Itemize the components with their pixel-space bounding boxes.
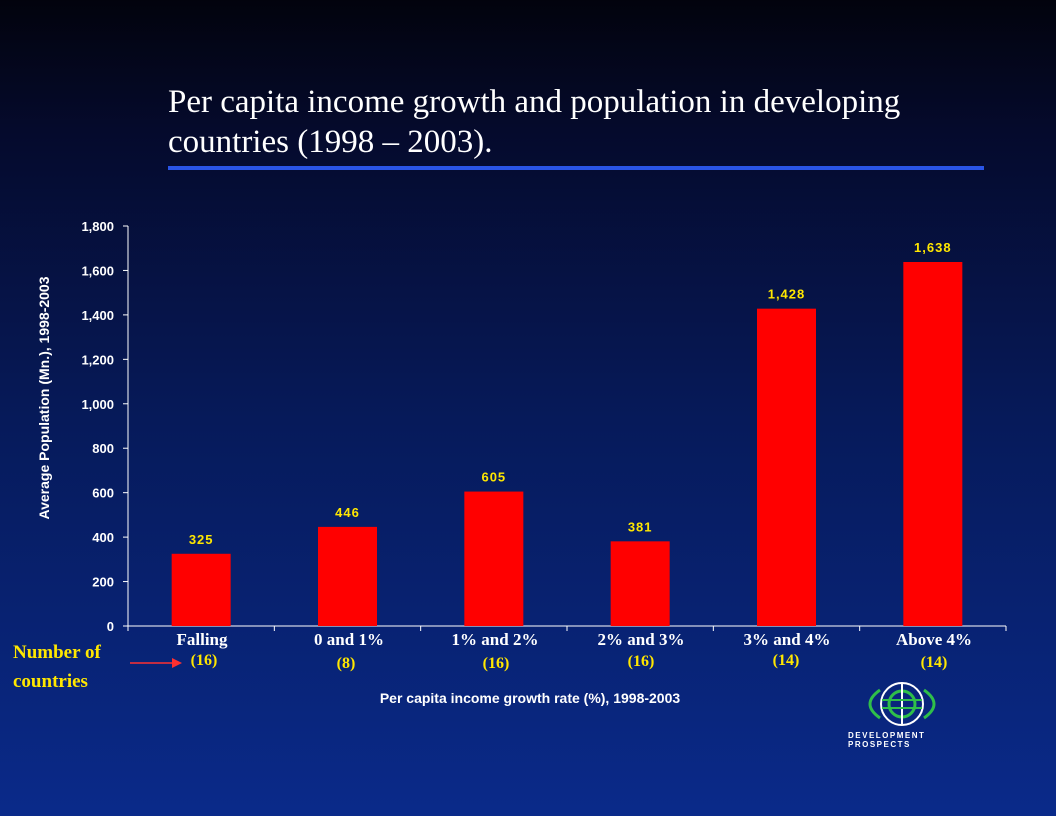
y-axis-label: Average Population (Mn.), 1998-2003 (36, 276, 52, 520)
category-label-1-2: 1% and 2% (451, 630, 539, 649)
bar (757, 308, 816, 626)
number-of-countries-note: Number of countries (13, 642, 101, 692)
category-label-falling: Falling (176, 630, 228, 649)
y-tick-label: 600 (92, 486, 114, 501)
page-title: Per capita income growth and population … (168, 84, 901, 160)
y-tick-label: 200 (92, 575, 114, 590)
country-count-falling: (16) (190, 652, 218, 669)
arrow-right-icon (130, 658, 182, 668)
y-tick-label: 1,600 (81, 263, 114, 278)
y-tick-label: 400 (92, 530, 114, 545)
logo-text: DEVELOPMENT PROSPECTS (848, 731, 926, 749)
bar (464, 491, 524, 626)
x-axis-label: Per capita income growth rate (%), 1998-… (379, 690, 681, 706)
category-label-0-1: 0 and 1% (314, 630, 384, 649)
category-label-above-4: Above 4% (895, 630, 973, 649)
category-label-3-4: 3% and 4% (743, 630, 831, 649)
bar-data-label: 325 (189, 532, 214, 547)
bar-data-label: 446 (335, 505, 360, 520)
y-tick-label: 1,400 (81, 308, 114, 323)
title-underline (168, 166, 984, 170)
country-count-3-4: (14) (772, 652, 800, 669)
y-tick-label: 1,200 (81, 352, 114, 367)
y-tick-label: 0 (107, 619, 114, 634)
country-count-1-2: (16) (482, 655, 510, 672)
bar (903, 262, 963, 626)
bar (610, 541, 670, 626)
bar-data-label: 1,428 (768, 287, 806, 302)
globe-logo-icon (868, 682, 936, 726)
bar-data-label: 605 (481, 470, 506, 485)
country-count-above-4: (14) (920, 654, 948, 671)
bar-data-label: 1,638 (914, 240, 952, 255)
y-tick-label: 1,800 (81, 219, 114, 234)
country-count-0-1: (8) (336, 655, 356, 672)
y-tick-label: 800 (92, 441, 114, 456)
country-count-2-3: (16) (627, 653, 655, 670)
bar (318, 526, 377, 626)
y-tick-label: 1,000 (81, 397, 114, 412)
category-label-2-3: 2% and 3% (597, 630, 685, 649)
bar (171, 553, 231, 626)
bar-data-label: 381 (628, 519, 653, 534)
